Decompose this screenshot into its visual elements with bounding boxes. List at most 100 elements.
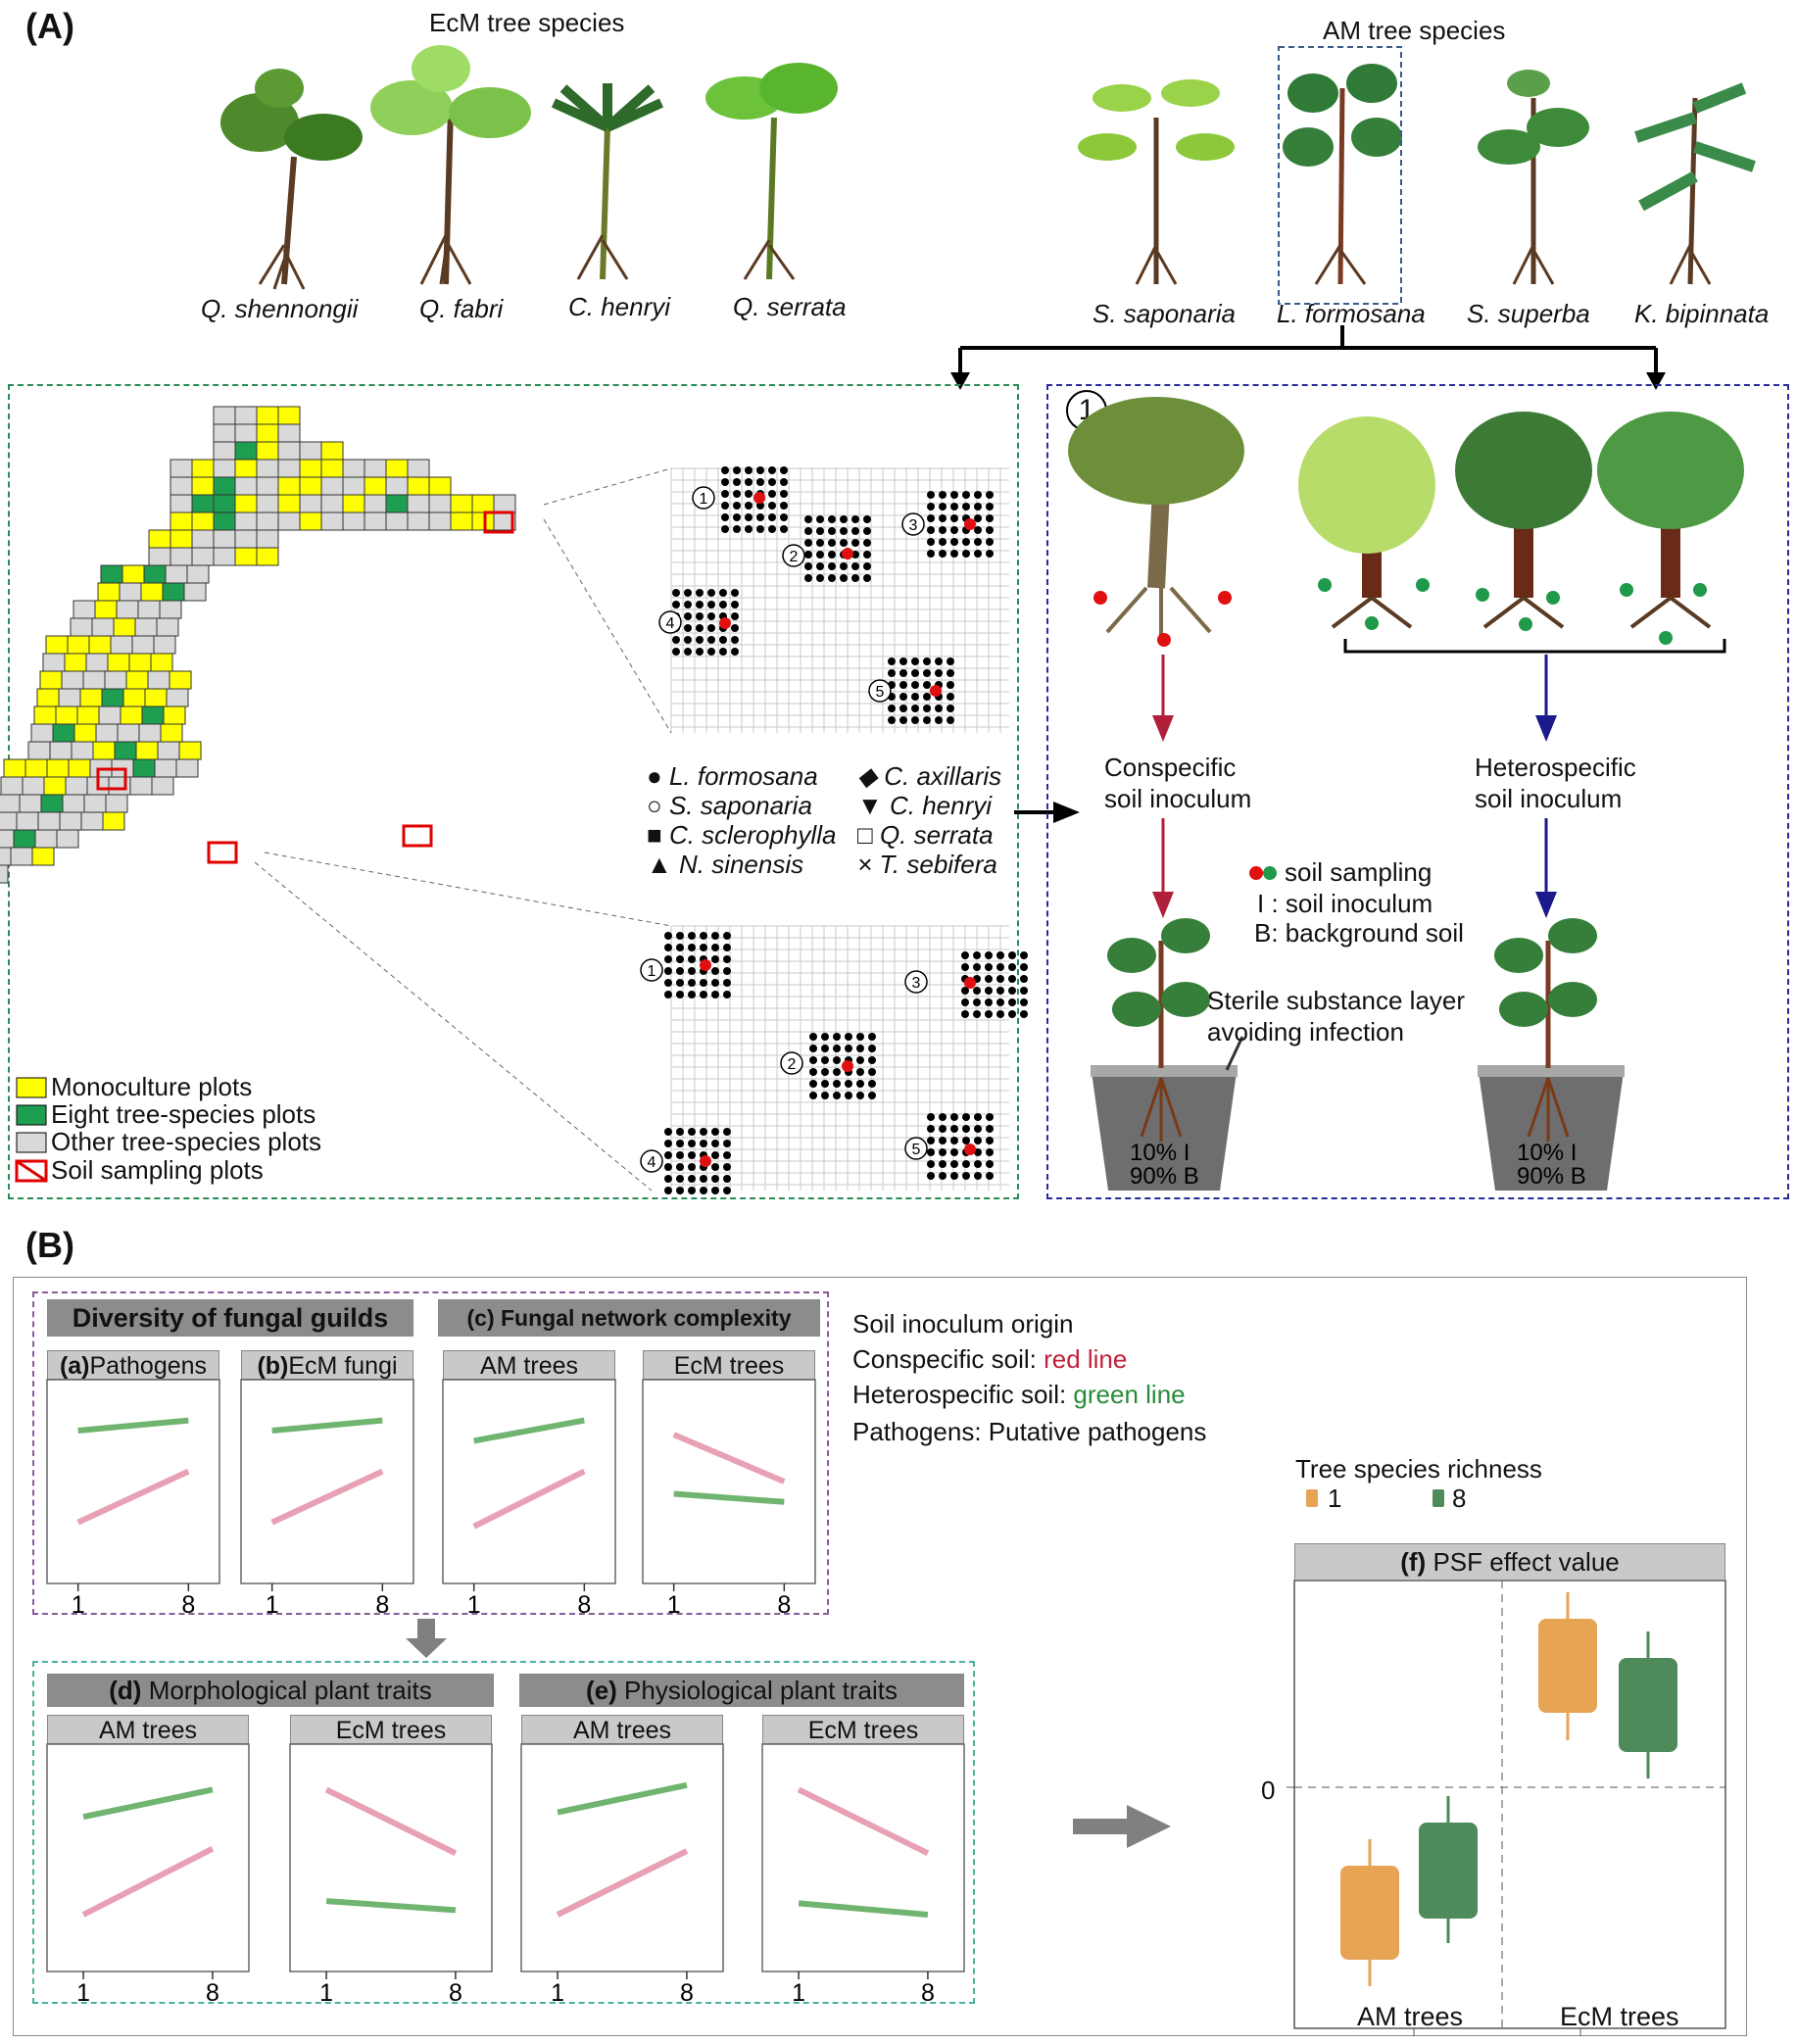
richness-legend-1: 1	[1328, 1484, 1342, 1513]
plot-cell	[31, 847, 55, 866]
x-tick-label: 8	[777, 1591, 791, 1619]
plot-number-badge: 1	[692, 486, 715, 510]
heterospecific-trend-line	[77, 1417, 189, 1434]
x-tick-label: 8	[680, 1979, 694, 2007]
x-tick-label: 8	[577, 1591, 591, 1619]
conspecific-label: Conspecific soil inoculum	[1104, 753, 1252, 813]
richness-1-icon	[1306, 1489, 1318, 1507]
pathogens-note: Pathogens: Putative pathogens	[852, 1417, 1207, 1446]
conspecific-trend-line	[324, 1786, 458, 1857]
plot-number-badge: 2	[782, 544, 805, 567]
plot-number-badge: 5	[868, 679, 892, 703]
species-label-c-henryi: C. henryi	[568, 292, 671, 321]
species-legend-t-sebifera: × T. sebifera	[857, 850, 997, 879]
heterospecific-trend-line	[798, 1900, 929, 1918]
facet-frame	[642, 1379, 816, 1584]
heterospecific-trend-line	[82, 1786, 214, 1821]
conspecific-trend-line	[672, 1432, 786, 1484]
seedling-c-henryi	[551, 83, 664, 280]
morph-title: (d) Morphological plant traits	[47, 1674, 494, 1707]
down-arrow	[417, 1619, 435, 1640]
psf-box-am-richness-1	[1340, 1839, 1399, 1986]
svg-text:2: 2	[790, 549, 799, 565]
species-label-k-bipinnata: K. bipinnata	[1634, 299, 1770, 328]
panel-a-label: (A)	[25, 6, 74, 46]
heterospecific-tree-3	[1597, 412, 1744, 645]
pot-text-heterospecific: 10% I 90% B	[1517, 1140, 1586, 1190]
svg-text:1: 1	[700, 491, 708, 508]
species-label-s-saponaria: S. saponaria	[1093, 299, 1236, 328]
seedling-s-superba	[1478, 70, 1589, 285]
conspecific-trend-line	[81, 1846, 215, 1918]
down-arrow-head	[406, 1638, 447, 1658]
x-tick-label: 1	[792, 1979, 805, 2007]
seedling-q-shennongii	[220, 69, 363, 290]
facet-strip-pathogens: (a)Pathogens	[47, 1350, 219, 1380]
box	[1340, 1866, 1399, 1960]
fungal-box	[32, 1291, 829, 1615]
facet-frame	[761, 1743, 965, 1972]
facet-strip-ecm-fungi: (b)EcM fungi	[241, 1350, 413, 1380]
tree-seedling-illustrations	[220, 45, 1756, 305]
x-tick-label: 1	[551, 1979, 564, 2007]
arrow-to-experiment	[1014, 802, 1080, 823]
facet-strip-network-am: AM trees	[443, 1350, 615, 1380]
plot-number-badge: 2	[780, 1051, 803, 1075]
heterospecific-tree-1	[1298, 416, 1435, 630]
plot-number-badge: 3	[904, 970, 928, 994]
plot-cell	[151, 776, 174, 796]
x-tick-label: 8	[206, 1979, 219, 2007]
conspecific-trend-line	[270, 1468, 384, 1526]
right-arrow	[1073, 1819, 1132, 1834]
legend-soil-inoculum-text: I : soil inoculum	[1257, 889, 1433, 918]
conspecific-trend-line	[472, 1468, 586, 1530]
species-label-s-superba: S. superba	[1467, 299, 1590, 328]
facet-strip-morph-ecm: EcM trees	[290, 1715, 492, 1744]
psf-box-ecm-richness-1	[1538, 1592, 1597, 1740]
plot-cell	[0, 864, 9, 884]
legend-background-soil-text: B: background soil	[1254, 918, 1464, 948]
subplot-mixed-5	[888, 657, 954, 724]
x-tick-label: 8	[449, 1979, 462, 2007]
legend-monoculture: Monoculture plots	[51, 1072, 253, 1101]
split-arrows	[950, 325, 1666, 390]
plot-number-badge: 4	[658, 610, 682, 634]
heterospecific-label: Heterospecific soil inoculum	[1475, 753, 1636, 813]
seedling-s-saponaria	[1078, 79, 1235, 285]
zoom-line	[543, 518, 672, 734]
plot-number-badge: 3	[901, 512, 925, 536]
species-legend-c-axillaris: ◆ C. axillaris	[857, 761, 1002, 791]
soil-origin-conspecific: Conspecific soil: red line	[852, 1344, 1128, 1374]
heterospecific-tree-2	[1455, 412, 1592, 631]
legend-soil-sampling: Soil sampling plots	[51, 1155, 264, 1185]
heterospecific-trend-line	[473, 1417, 585, 1444]
soil-origin-heading: Soil inoculum origin	[852, 1309, 1074, 1338]
conspecific-trend-line	[556, 1848, 689, 1918]
species-label-l-formosana: L. formosana	[1277, 299, 1426, 328]
species-legend-s-saponaria: ○ S. saponaria	[647, 791, 812, 820]
svg-text:1: 1	[648, 963, 656, 980]
zoom-line	[254, 861, 653, 1192]
x-tick-label: 1	[76, 1979, 90, 2007]
seedling-l-formosana	[1283, 64, 1402, 285]
experiment-illustration	[1068, 397, 1744, 1191]
plot-number-badge: 1	[640, 958, 663, 982]
heterospecific-trend-line	[673, 1490, 785, 1505]
panel-b-frame	[13, 1277, 1747, 2036]
soil-origin-heterospecific: Heterospecific soil: green line	[852, 1380, 1186, 1409]
subplot-mono-5	[927, 1113, 994, 1180]
right-arrow-head	[1127, 1805, 1171, 1848]
svg-text:3: 3	[909, 517, 918, 534]
selected-species-box	[1278, 46, 1402, 305]
facet-frame	[520, 1743, 724, 1972]
soil-sampling-plot	[483, 511, 514, 534]
experiment-box	[1046, 384, 1789, 1199]
subplot-mono-1	[664, 932, 731, 998]
subplot-mixed-3	[927, 491, 994, 558]
facet-strip-network-ecm: EcM trees	[643, 1350, 815, 1380]
subplot-mono-3	[961, 951, 1028, 1018]
plot-cell	[102, 811, 125, 831]
am-group-title: AM tree species	[1323, 16, 1506, 45]
pot-heterospecific	[1478, 918, 1625, 1191]
